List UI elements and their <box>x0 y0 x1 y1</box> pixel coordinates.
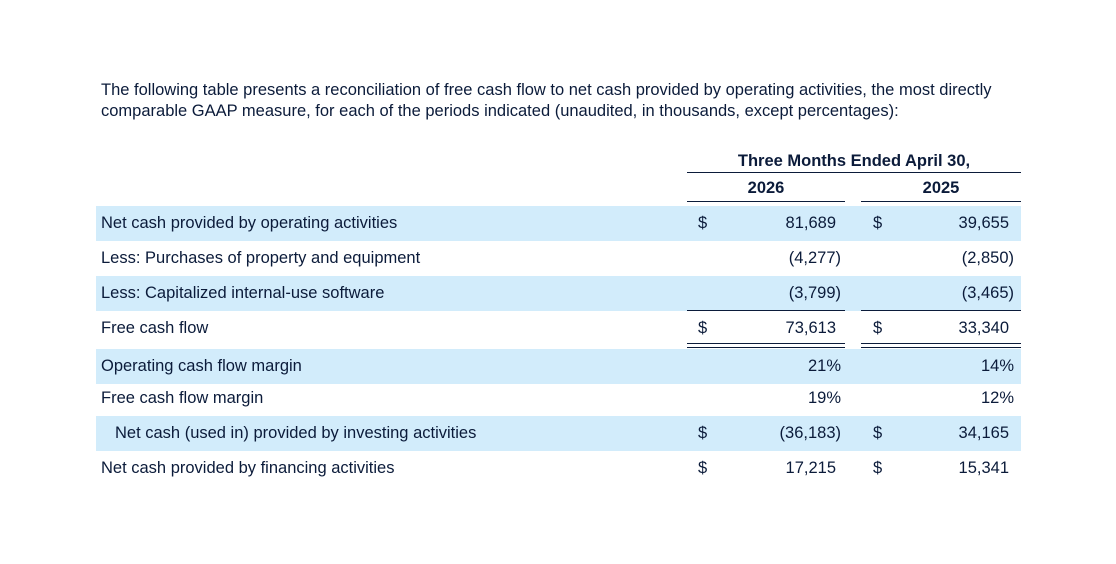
table-row: Net cash provided by financing activitie… <box>96 451 1021 486</box>
value-2026: 73,613 <box>785 319 836 337</box>
table-row: Net cash provided by operating activitie… <box>96 206 1021 241</box>
value-2025: 15,341 <box>958 459 1009 477</box>
row-label: Free cash flow margin <box>101 389 264 407</box>
row-label: Less: Capitalized internal-use software <box>101 284 385 302</box>
currency-symbol: $ <box>873 459 883 477</box>
row-label: Free cash flow <box>101 319 209 337</box>
currency-symbol: $ <box>698 459 708 477</box>
table-row: Less: Capitalized internal-use software … <box>96 276 1021 311</box>
table-row: Net cash (used in) provided by investing… <box>96 416 1021 451</box>
value-2025: 14% <box>980 357 1014 375</box>
value-2025: (3,465) <box>961 284 1014 302</box>
total-double-rule <box>861 343 1021 344</box>
currency-symbol: $ <box>698 319 708 337</box>
intro-paragraph: The following table presents a reconcili… <box>101 81 992 120</box>
row-label: Net cash provided by operating activitie… <box>101 214 398 232</box>
value-2025: 12% <box>980 389 1014 407</box>
currency-symbol: $ <box>698 424 708 442</box>
value-2026: 21% <box>807 357 841 375</box>
value-2026: 17,215 <box>785 459 836 477</box>
currency-symbol: $ <box>873 214 883 232</box>
total-double-rule <box>687 343 845 344</box>
total-double-rule <box>687 347 845 348</box>
value-2026: (36,183) <box>779 424 841 442</box>
value-2026: 19% <box>807 389 841 407</box>
value-2026: 81,689 <box>785 214 836 232</box>
table-row: Operating cash flow margin 21% 14% <box>96 349 1021 384</box>
row-label: Net cash provided by financing activitie… <box>101 459 395 477</box>
value-2025: 39,655 <box>958 214 1009 232</box>
currency-symbol: $ <box>873 319 883 337</box>
subtotal-rule <box>861 310 1021 311</box>
value-2025: 33,340 <box>958 319 1009 337</box>
total-double-rule <box>861 347 1021 348</box>
row-label: Net cash (used in) provided by investing… <box>115 424 477 442</box>
value-2026: (4,277) <box>788 249 841 267</box>
year-header-2026: 2026 <box>687 177 845 202</box>
currency-symbol: $ <box>698 214 708 232</box>
table-row: Free cash flow margin 19% 12% <box>96 381 1021 416</box>
row-label: Operating cash flow margin <box>101 357 302 375</box>
currency-symbol: $ <box>873 424 883 442</box>
year-header-2025: 2025 <box>861 177 1021 202</box>
subtotal-rule <box>687 310 845 311</box>
value-2025: 34,165 <box>958 424 1009 442</box>
period-header: Three Months Ended April 30, <box>687 150 1021 173</box>
value-2026: (3,799) <box>788 284 841 302</box>
row-label: Less: Purchases of property and equipmen… <box>101 249 421 267</box>
table-row: Free cash flow $ 73,613 $ 33,340 <box>96 311 1021 346</box>
table-row: Less: Purchases of property and equipmen… <box>96 241 1021 276</box>
value-2025: (2,850) <box>961 249 1014 267</box>
